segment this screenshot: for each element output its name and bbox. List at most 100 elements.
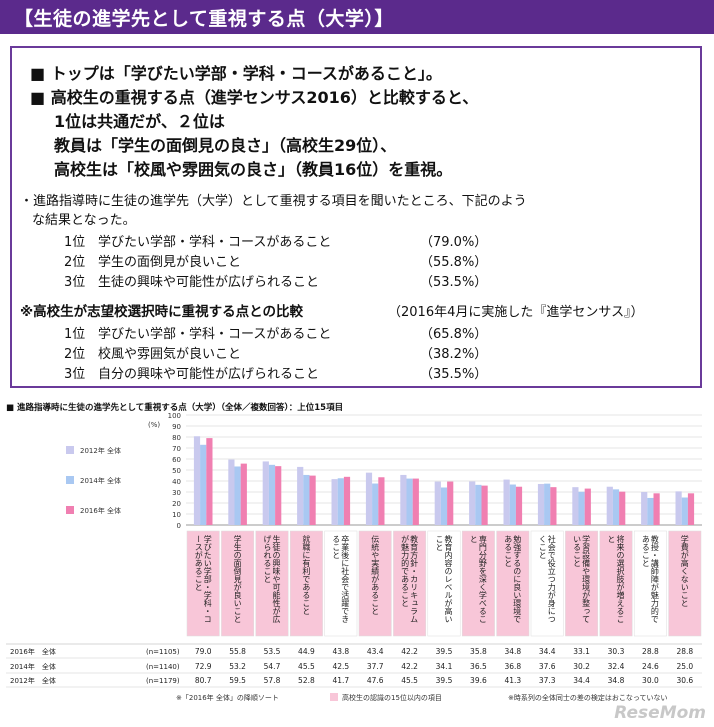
table-cell: 53.2 — [229, 662, 246, 671]
comparison-note: （2016年4月に実施した『進学センサス』） — [388, 305, 644, 320]
table-cell: 35.8 — [470, 647, 487, 656]
bar — [262, 461, 269, 525]
table-cell: 54.7 — [264, 662, 281, 671]
table-cell: 47.6 — [367, 676, 384, 685]
y-tick-label: 80 — [172, 434, 181, 442]
table-row-n: (n=1179) — [146, 677, 180, 685]
bar — [268, 464, 276, 525]
category-label: 学費が高くないこと — [680, 534, 689, 607]
bar — [303, 474, 310, 525]
bar — [240, 463, 247, 525]
category-label: 教育方針・カリキュラム — [410, 534, 419, 623]
table-cell: 80.7 — [195, 676, 212, 685]
bar — [447, 481, 454, 525]
table-cell: 25.0 — [676, 662, 693, 671]
survey-item: 学生の面倒見が良いこと — [98, 255, 242, 270]
legend-swatch — [66, 446, 74, 454]
watermark-logo: ReseMom — [614, 703, 706, 723]
table-cell: 45.5 — [298, 662, 315, 671]
y-axis-label: (%) — [148, 421, 160, 429]
survey-item: 生徒の興味や可能性が広げられること — [98, 275, 320, 290]
table-cell: 30.3 — [608, 647, 625, 656]
table-cell: 45.5 — [401, 676, 418, 685]
footnote-swatch — [330, 693, 338, 701]
category-cell — [633, 530, 667, 637]
bar — [653, 493, 660, 525]
table-cell: 32.4 — [608, 662, 625, 671]
table-cell: 55.8 — [229, 647, 246, 656]
table-cell: 53.5 — [264, 647, 281, 656]
category-label: 勉強するのに良い環境で — [513, 534, 522, 623]
comparison-title: ※高校生が志望校選択時に重視する点との比較 — [20, 304, 303, 320]
bar — [612, 489, 620, 525]
table-cell: 37.3 — [539, 676, 556, 685]
bar — [206, 438, 213, 525]
bar — [619, 491, 626, 525]
comparison-rank: 2位 — [64, 347, 86, 362]
category-cell — [565, 530, 599, 637]
survey-intro-1: ・進路指導時に生徒の進学先（大学）として重視する項目を聞いたところ、下記のよう — [20, 194, 527, 209]
survey-rank: 1位 — [64, 235, 86, 250]
bar — [469, 481, 476, 525]
category-label: 社会で役立つ力が身につ — [547, 534, 556, 623]
table-cell: 30.2 — [573, 662, 590, 671]
category-label: が魅力的であること — [401, 534, 410, 607]
bar — [297, 466, 304, 525]
y-tick-label: 30 — [172, 489, 181, 497]
survey-intro-2: な結果となった。 — [32, 213, 136, 228]
category-label: あること — [504, 535, 513, 567]
bar — [331, 479, 338, 525]
bar — [537, 483, 545, 525]
table-cell: 34.4 — [573, 676, 590, 685]
category-cell — [668, 530, 702, 637]
bar — [412, 478, 419, 525]
category-label: と — [469, 535, 478, 543]
table-row-label: 2016年 全体 — [10, 647, 56, 656]
y-tick-label: 40 — [172, 478, 181, 486]
table-cell: 30.6 — [676, 676, 693, 685]
category-label: 学びたい学部・学科・コ — [203, 534, 212, 623]
legend-label: 2012年 全体 — [80, 446, 121, 455]
comparison-item: 学びたい学部・学科・コースがあること — [98, 327, 332, 342]
bar — [343, 476, 351, 525]
table-cell: 24.6 — [642, 662, 659, 671]
header-bar: 【生徒の進学先として重視する点（大学）】 — [0, 0, 714, 34]
bar — [434, 481, 441, 525]
table-cell: 34.1 — [436, 662, 453, 671]
table-cell: 28.8 — [676, 647, 693, 656]
table-cell: 33.1 — [573, 647, 590, 656]
table-cell: 43.8 — [332, 647, 349, 656]
bar — [647, 497, 654, 525]
category-cell — [221, 530, 255, 637]
category-label: あること — [641, 535, 650, 567]
table-cell: 39.5 — [436, 676, 453, 685]
comparison-pct: （35.5%） — [420, 367, 488, 382]
bar — [228, 459, 235, 525]
bar — [687, 493, 695, 525]
table-cell: 30.0 — [642, 676, 659, 685]
category-label: と — [607, 535, 616, 543]
comparison-item: 校風や雰囲気が良いこと — [98, 347, 242, 362]
survey-item: 学びたい学部・学科・コースがあること — [98, 235, 332, 250]
category-label: くこと — [538, 535, 547, 559]
category-label: 生徒の興味や可能性が広 — [272, 534, 281, 624]
table-cell: 37.6 — [539, 662, 556, 671]
bar — [503, 479, 510, 525]
table-cell: 37.7 — [367, 662, 384, 671]
bar — [234, 466, 241, 525]
bar — [400, 474, 407, 525]
category-cell — [186, 530, 220, 637]
table-cell: 34.8 — [608, 676, 625, 685]
legend-label: 2016年 全体 — [80, 506, 121, 515]
y-tick-label: 0 — [177, 522, 181, 530]
bar — [481, 485, 488, 525]
table-cell: 42.5 — [332, 662, 349, 671]
category-cell — [599, 530, 633, 637]
summary-line-2: ■ 高校生の重視する点（進学センサス2016）と比較すると、 — [30, 88, 479, 107]
table-cell: 43.4 — [367, 647, 384, 656]
bar — [372, 483, 379, 525]
table-row-label: 2014年 全体 — [10, 662, 56, 671]
category-cell — [255, 530, 289, 637]
table-cell: 42.2 — [401, 662, 418, 671]
category-cell — [324, 530, 358, 637]
